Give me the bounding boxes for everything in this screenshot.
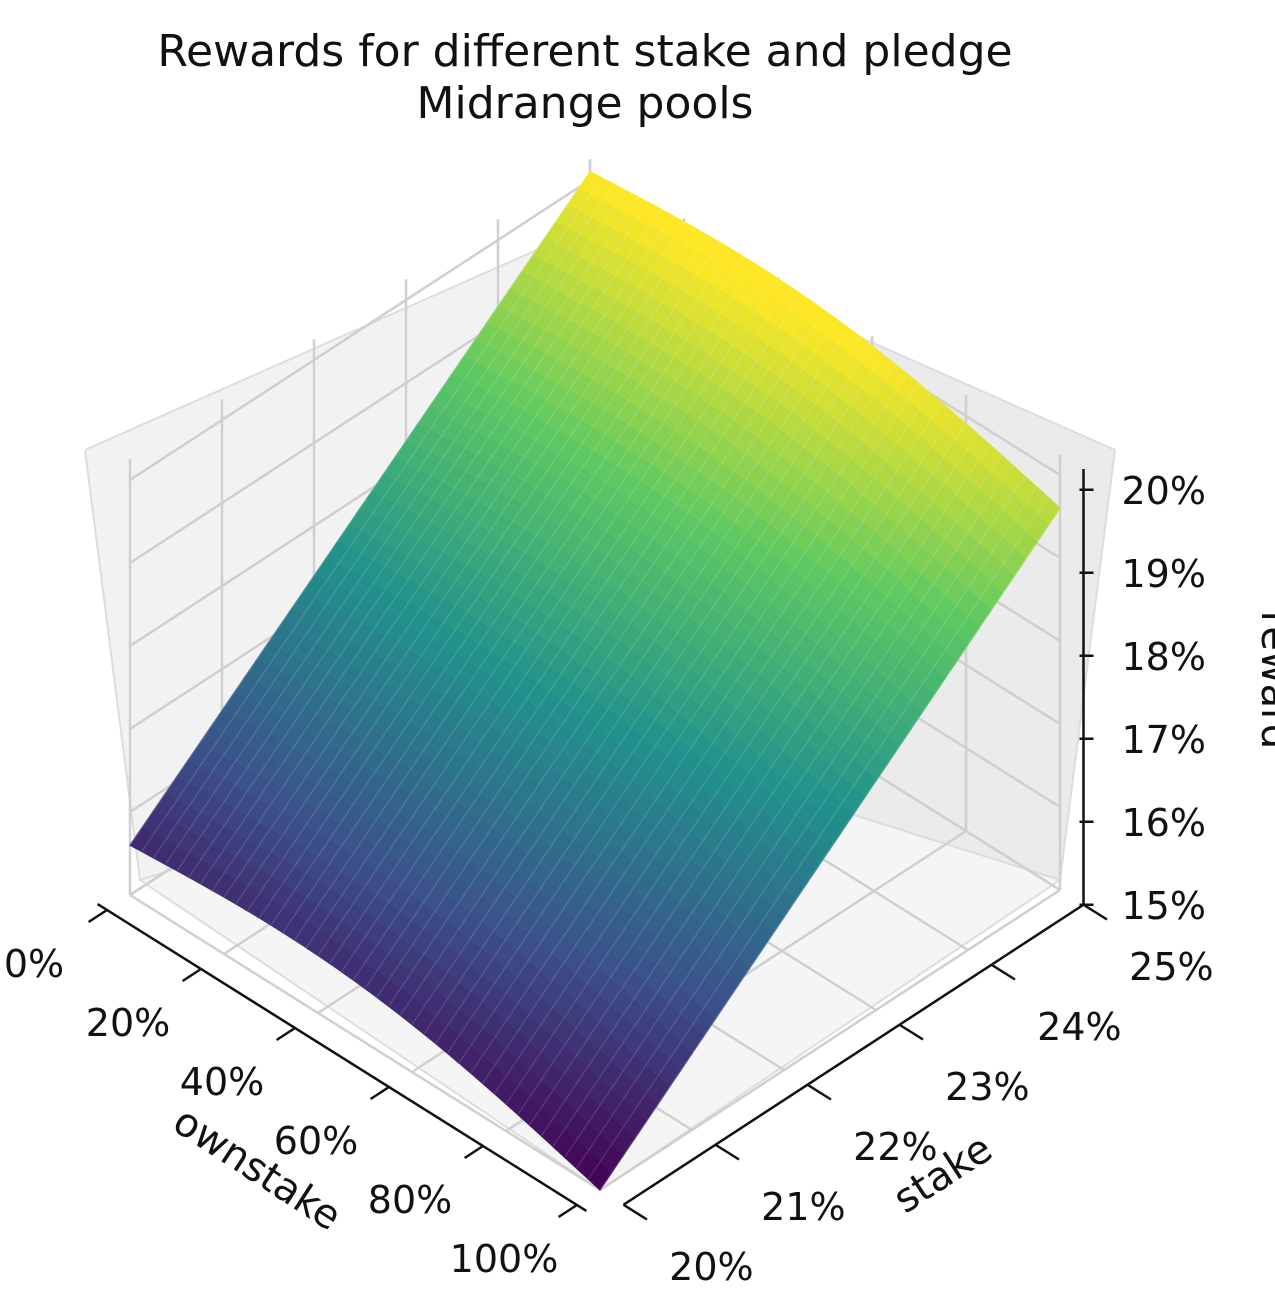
surface-meshline [458, 383, 920, 1064]
y-tick-label: 23% [945, 1065, 1029, 1109]
x-axis-line [96, 903, 588, 1212]
z-tick-label: 19% [1122, 552, 1206, 596]
chart-title: Rewards for different stake and pledge M… [0, 26, 1170, 130]
surface-meshline [176, 196, 638, 871]
surface-meshline [411, 345, 873, 1025]
surface-meshline [376, 319, 838, 998]
surface-meshline [564, 475, 1026, 1158]
surface-patch [587, 1161, 613, 1191]
surface-meshline [188, 202, 650, 878]
z-tick-label: 18% [1122, 635, 1206, 679]
surface-meshline [282, 256, 744, 933]
surface-meshline [223, 221, 685, 898]
y-tick-mark [806, 1083, 832, 1101]
floor-gridline-x [599, 888, 1061, 1192]
y-tick-mark [1082, 903, 1108, 921]
surface-meshline [352, 302, 814, 981]
surface-meshline [235, 228, 697, 905]
surface-meshline [341, 294, 802, 972]
x-tick-label: 40% [180, 1060, 264, 1104]
surface-meshline [211, 215, 673, 891]
x-tick-mark [557, 1203, 578, 1219]
x-tick-label: 100% [450, 1237, 559, 1281]
surface-meshline [599, 507, 1061, 1191]
z-tick-label: 15% [1122, 884, 1206, 928]
y-tick-label: 21% [761, 1185, 845, 1229]
surface-meshline [305, 270, 767, 948]
surface-meshline [399, 336, 861, 1016]
surface-meshline [317, 278, 779, 956]
y-tick-mark [898, 1023, 924, 1041]
surface-meshline [141, 177, 603, 852]
y-tick-label: 24% [1037, 1005, 1121, 1049]
title-line: Rewards for different stake and pledge [157, 26, 1013, 77]
surface-meshline [258, 241, 720, 919]
surface-meshline [482, 403, 943, 1084]
surface-meshline [164, 189, 626, 865]
x-tick-label: 60% [274, 1119, 358, 1163]
x-tick-label: 20% [86, 1001, 170, 1045]
x-tick-label: 0% [4, 942, 64, 986]
x-tick-mark [181, 967, 202, 983]
surface-meshline [435, 364, 896, 1044]
surface-meshline [329, 286, 791, 964]
surface-meshline [364, 310, 826, 989]
y-tick-label: 25% [1129, 945, 1213, 989]
x-tick-mark [369, 1085, 390, 1101]
floor-gridline-y [129, 893, 601, 1192]
surface-meshline [493, 413, 955, 1094]
surface-meshline [505, 423, 967, 1105]
surface-meshline [446, 373, 908, 1054]
surface-meshline [200, 208, 661, 884]
z-tick-label: 16% [1122, 801, 1206, 845]
surface-meshline [576, 486, 1037, 1169]
surface-meshline [423, 354, 885, 1035]
tick-labels: 0%20%40%60%80%100% 20%21%22%23%24%25%15%1… [4, 469, 1214, 1289]
y-tick-mark [714, 1143, 740, 1161]
surface-meshline [587, 497, 1049, 1180]
z-tick-label: 20% [1122, 469, 1206, 513]
left-wall-gridline-h [129, 178, 591, 482]
surface-meshline [270, 248, 732, 926]
y-tick-mark [622, 1203, 648, 1221]
y-tick-mark [990, 963, 1016, 981]
surface-meshline [129, 171, 591, 846]
subtitle-line: Midrange pools [416, 78, 754, 129]
y-tick-label: 22% [853, 1125, 937, 1169]
x-tick-mark [275, 1026, 296, 1042]
y-axis-line [622, 903, 1085, 1206]
surface-meshline [517, 433, 979, 1115]
x-tick-mark [87, 908, 108, 924]
z-tick-label: 17% [1122, 718, 1206, 762]
surface-meshline [247, 235, 708, 912]
surface-meshline [294, 263, 755, 941]
y-tick-label: 20% [669, 1245, 753, 1289]
surface-meshline [153, 183, 614, 859]
surface-meshline [388, 327, 849, 1007]
surface-meshline [552, 465, 1014, 1147]
axes [87, 469, 1108, 1221]
x-tick-mark [463, 1144, 484, 1160]
x-tick-label: 80% [368, 1178, 452, 1222]
surface-meshline [540, 454, 1002, 1137]
surface [129, 170, 1061, 1191]
z-axis-label: reward [1252, 611, 1275, 750]
surface-meshline [470, 393, 932, 1074]
surface-meshline [529, 444, 990, 1126]
